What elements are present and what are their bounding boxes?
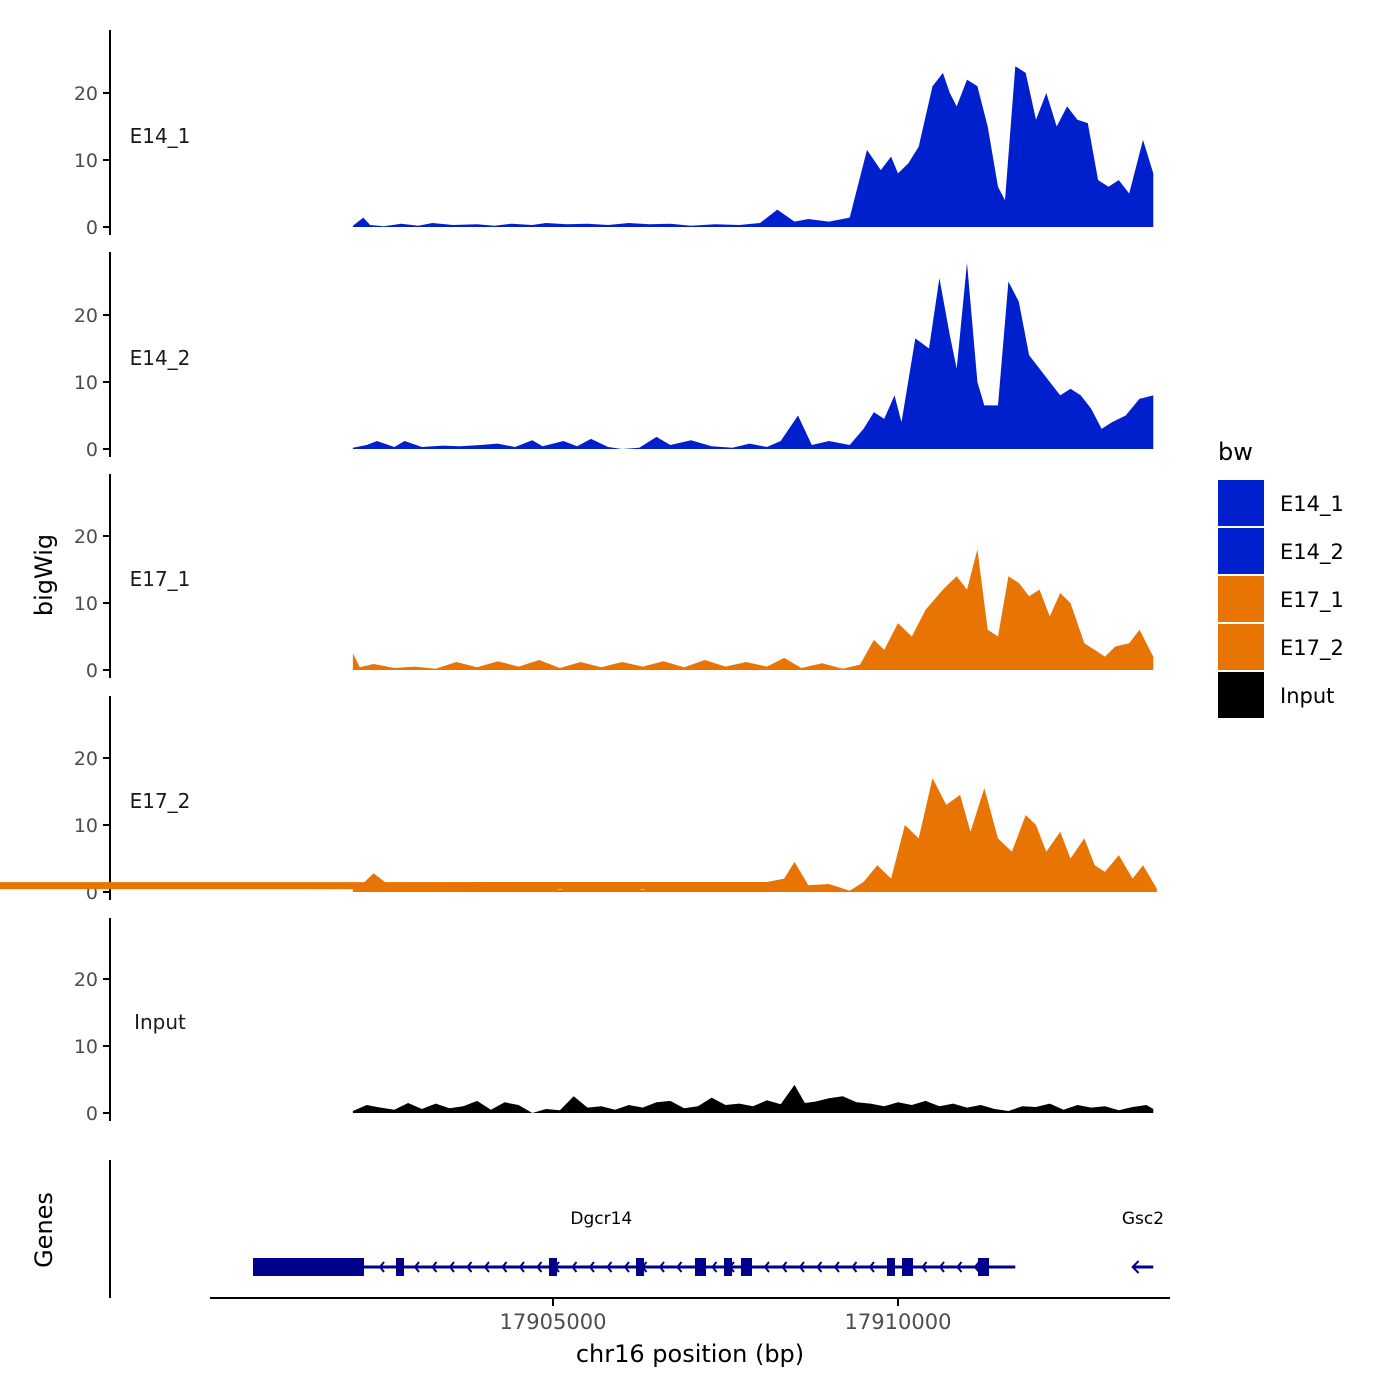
y-tick-label: 0 xyxy=(86,1103,98,1125)
gene-exon xyxy=(636,1258,644,1276)
y-tick-label: 10 xyxy=(74,1036,98,1058)
strand-arrow xyxy=(536,1261,543,1273)
strand-arrow xyxy=(746,1261,753,1273)
strand-arrow xyxy=(1131,1260,1140,1274)
gene-exon xyxy=(549,1258,557,1276)
strand-arrow xyxy=(851,1261,858,1273)
signal-area xyxy=(352,66,1154,227)
y-axis-title: bigWig xyxy=(30,534,58,616)
y-tick-label: 0 xyxy=(86,217,98,239)
y-tick-label: 0 xyxy=(86,660,98,682)
legend-key xyxy=(1218,528,1264,574)
strand-arrow xyxy=(448,1261,455,1273)
legend-key xyxy=(1218,480,1264,526)
strand-arrow xyxy=(588,1261,595,1273)
strand-arrow xyxy=(921,1261,928,1273)
strand-arrow xyxy=(938,1261,945,1273)
gene-label: Dgcr14 xyxy=(570,1209,632,1229)
strand-arrow xyxy=(518,1261,525,1273)
signal-area xyxy=(0,778,1157,892)
y-tick-label: 10 xyxy=(74,593,98,615)
track-panel-e14-2: 0 10 20 E14_2 xyxy=(74,252,1154,461)
strand-arrow xyxy=(693,1261,700,1273)
track-panel-input: 0 10 20 Input xyxy=(74,918,1154,1125)
gene-label: Gsc2 xyxy=(1122,1209,1164,1229)
y-tick-label: 20 xyxy=(74,305,98,327)
gene-exon xyxy=(253,1258,364,1276)
strand-arrow xyxy=(676,1261,683,1273)
track-panel-e14-1: 0 10 20 E14_1 xyxy=(74,30,1154,239)
x-tick-label: 17905000 xyxy=(500,1310,607,1334)
strand-arrow xyxy=(973,1261,980,1273)
signal-area xyxy=(352,262,1154,449)
genes-panel-title: Genes xyxy=(30,1192,58,1268)
strand-arrow xyxy=(483,1261,490,1273)
legend-label: E14_1 xyxy=(1280,492,1344,517)
y-tick-label: 20 xyxy=(74,526,98,548)
legend-title: bw xyxy=(1218,438,1253,466)
gene-exon xyxy=(695,1258,706,1276)
strand-arrow xyxy=(641,1261,648,1273)
y-tick-label: 20 xyxy=(74,969,98,991)
strand-arrow xyxy=(413,1261,420,1273)
strand-arrow xyxy=(571,1261,578,1273)
legend-key xyxy=(1218,624,1264,670)
x-axis-ticks: 17905000 17910000 xyxy=(500,1298,952,1334)
strand-arrow xyxy=(781,1261,788,1273)
y-tick-label: 20 xyxy=(74,748,98,770)
strand-arrow xyxy=(816,1261,823,1273)
strand-arrow xyxy=(763,1261,770,1273)
strand-arrow xyxy=(711,1261,718,1273)
signal-area xyxy=(352,549,1154,670)
y-tick-label: 10 xyxy=(74,815,98,837)
strand-arrow xyxy=(466,1261,473,1273)
legend: bw E14_1 E14_2 E17_1 E17_2 Input xyxy=(1218,438,1344,718)
legend-label: E17_1 xyxy=(1280,588,1344,613)
gene-exon xyxy=(724,1258,732,1276)
strand-arrow xyxy=(798,1261,805,1273)
gene-track: Dgcr14 Gsc2 xyxy=(109,1160,1164,1298)
legend-key xyxy=(1218,576,1264,622)
strand-arrow xyxy=(728,1261,735,1273)
strand-arrow xyxy=(886,1261,893,1273)
y-tick-label: 20 xyxy=(74,83,98,105)
x-tick-label: 17910000 xyxy=(845,1310,952,1334)
legend-label: E14_2 xyxy=(1280,540,1344,565)
strand-arrow xyxy=(396,1261,403,1273)
y-tick-label: 10 xyxy=(74,372,98,394)
gene-exon xyxy=(396,1258,404,1276)
y-tick-label: 0 xyxy=(86,439,98,461)
legend-label: E17_2 xyxy=(1280,636,1344,661)
x-axis-title: chr16 position (bp) xyxy=(576,1340,804,1368)
strand-arrow xyxy=(658,1261,665,1273)
strand-arrow xyxy=(956,1261,963,1273)
gene-exon xyxy=(902,1258,913,1276)
strand-arrow xyxy=(903,1261,910,1273)
track-panels: 0 10 20 E14_1 0 10 20 E14_2 0 10 20 E17_1 0 10 20 E17_2… xyxy=(0,30,1157,1125)
strand-arrow xyxy=(501,1261,508,1273)
strand-arrow xyxy=(431,1261,438,1273)
gene-exon xyxy=(978,1258,989,1276)
gene-exon xyxy=(887,1258,895,1276)
strand-arrow xyxy=(606,1261,613,1273)
track-label: E14_2 xyxy=(130,346,191,370)
track-label: E17_2 xyxy=(130,789,191,813)
strand-arrow xyxy=(623,1261,630,1273)
signal-area xyxy=(352,1084,1154,1113)
strand-arrow xyxy=(833,1261,840,1273)
y-tick-label: 10 xyxy=(74,150,98,172)
track-panel-e17-1: 0 10 20 E17_1 xyxy=(74,474,1154,682)
track-label: E14_1 xyxy=(130,124,191,148)
strand-arrow xyxy=(868,1261,875,1273)
strand-arrow xyxy=(378,1261,385,1273)
legend-key xyxy=(1218,672,1264,718)
legend-label: Input xyxy=(1280,684,1334,708)
strand-arrow xyxy=(553,1261,560,1273)
track-label: E17_1 xyxy=(130,567,191,591)
track-label: Input xyxy=(134,1010,186,1034)
